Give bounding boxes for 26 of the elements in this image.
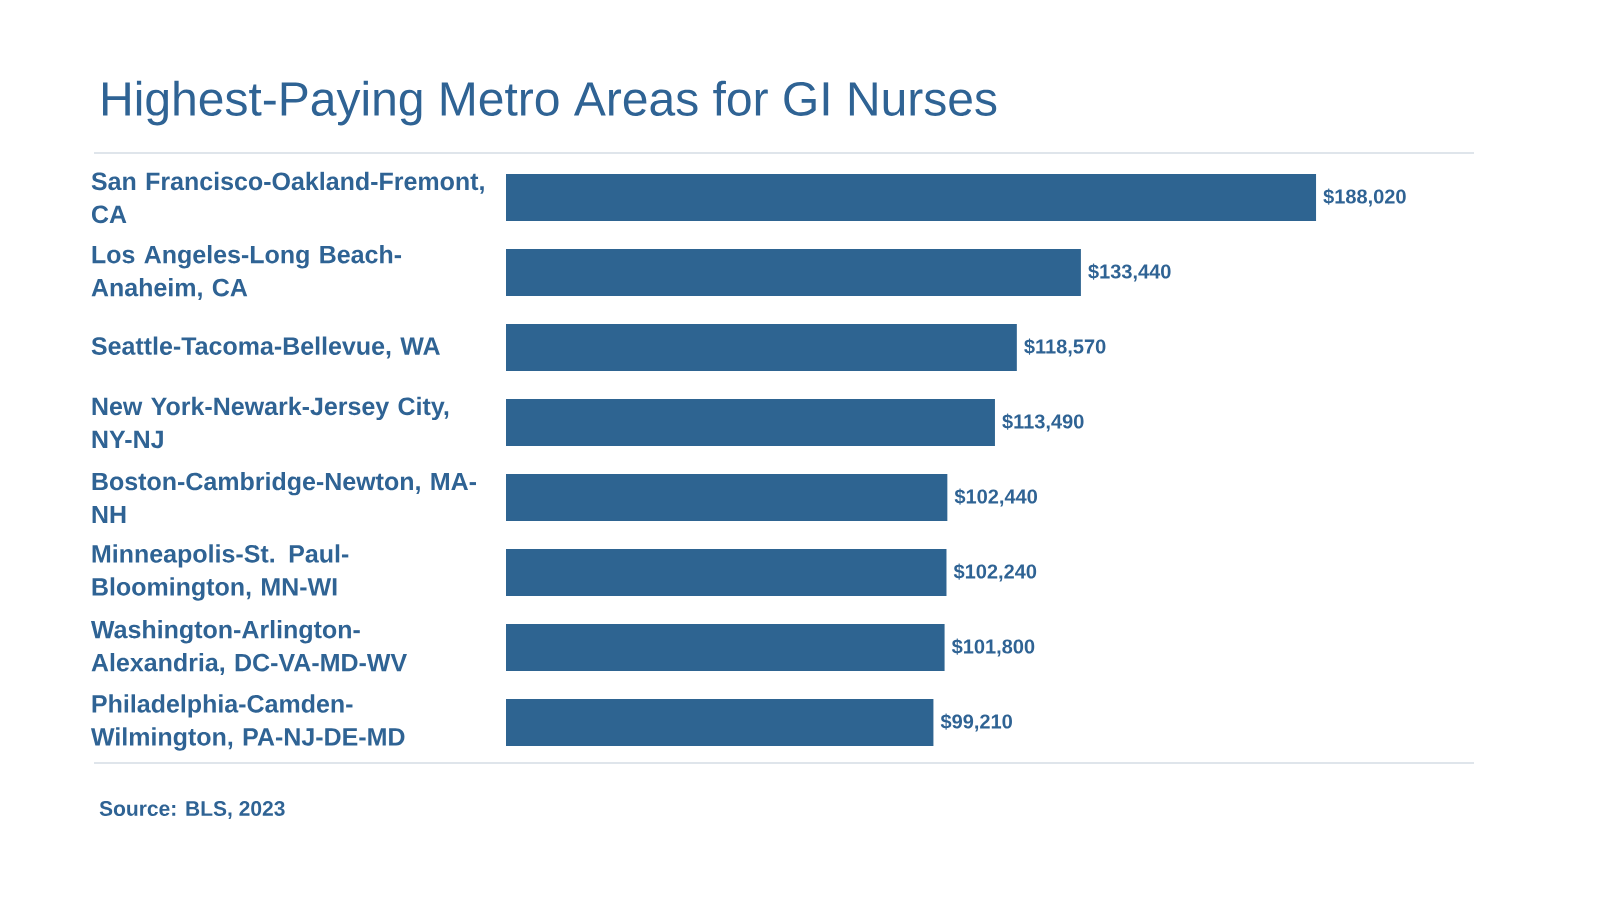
bar <box>506 174 1317 222</box>
y-tick-label: San Francisco-Oakland-Fremont, CA <box>91 171 484 224</box>
bar <box>506 249 1081 297</box>
data-label: $102,240 <box>953 563 1037 582</box>
y-tick-label: Philadelphia-Camden-Wilmington, PA-NJ-DE-MD <box>90 694 405 751</box>
chart-title: Highest-Paying Metro Areas for GI Nurses <box>103 80 997 126</box>
source-note: Source: BLS, 2023 <box>99 801 285 819</box>
y-tick-label: Boston-Cambridge-Newton, MA-NH <box>92 471 476 524</box>
bar <box>506 399 995 447</box>
data-label: $99,210 <box>940 713 1012 732</box>
bar <box>506 324 1017 372</box>
bar <box>506 549 947 597</box>
y-tick-label: Minneapolis-St. Paul-Bloomington, MN-WI <box>92 544 349 601</box>
data-label: $101,800 <box>951 638 1035 657</box>
data-label: $113,490 <box>1002 413 1084 432</box>
bar <box>506 624 945 672</box>
bar <box>506 474 948 522</box>
y-tick-label: New York-Newark-Jersey City, NY-NJ <box>92 396 449 449</box>
y-tick-label: Seattle-Tacoma-Bellevue, WA <box>91 336 440 359</box>
data-label: $133,440 <box>1088 263 1171 282</box>
y-tick-label: Washington-Arlington-Alexandria, DC-VA-MD-WV <box>90 620 407 675</box>
bar <box>506 699 934 747</box>
data-label: $188,020 <box>1323 188 1406 207</box>
y-tick-label: Los Angeles-Long Beach-Anaheim, CA <box>91 245 402 300</box>
data-label: $102,440 <box>954 488 1038 507</box>
data-label: $118,570 <box>1024 338 1106 357</box>
